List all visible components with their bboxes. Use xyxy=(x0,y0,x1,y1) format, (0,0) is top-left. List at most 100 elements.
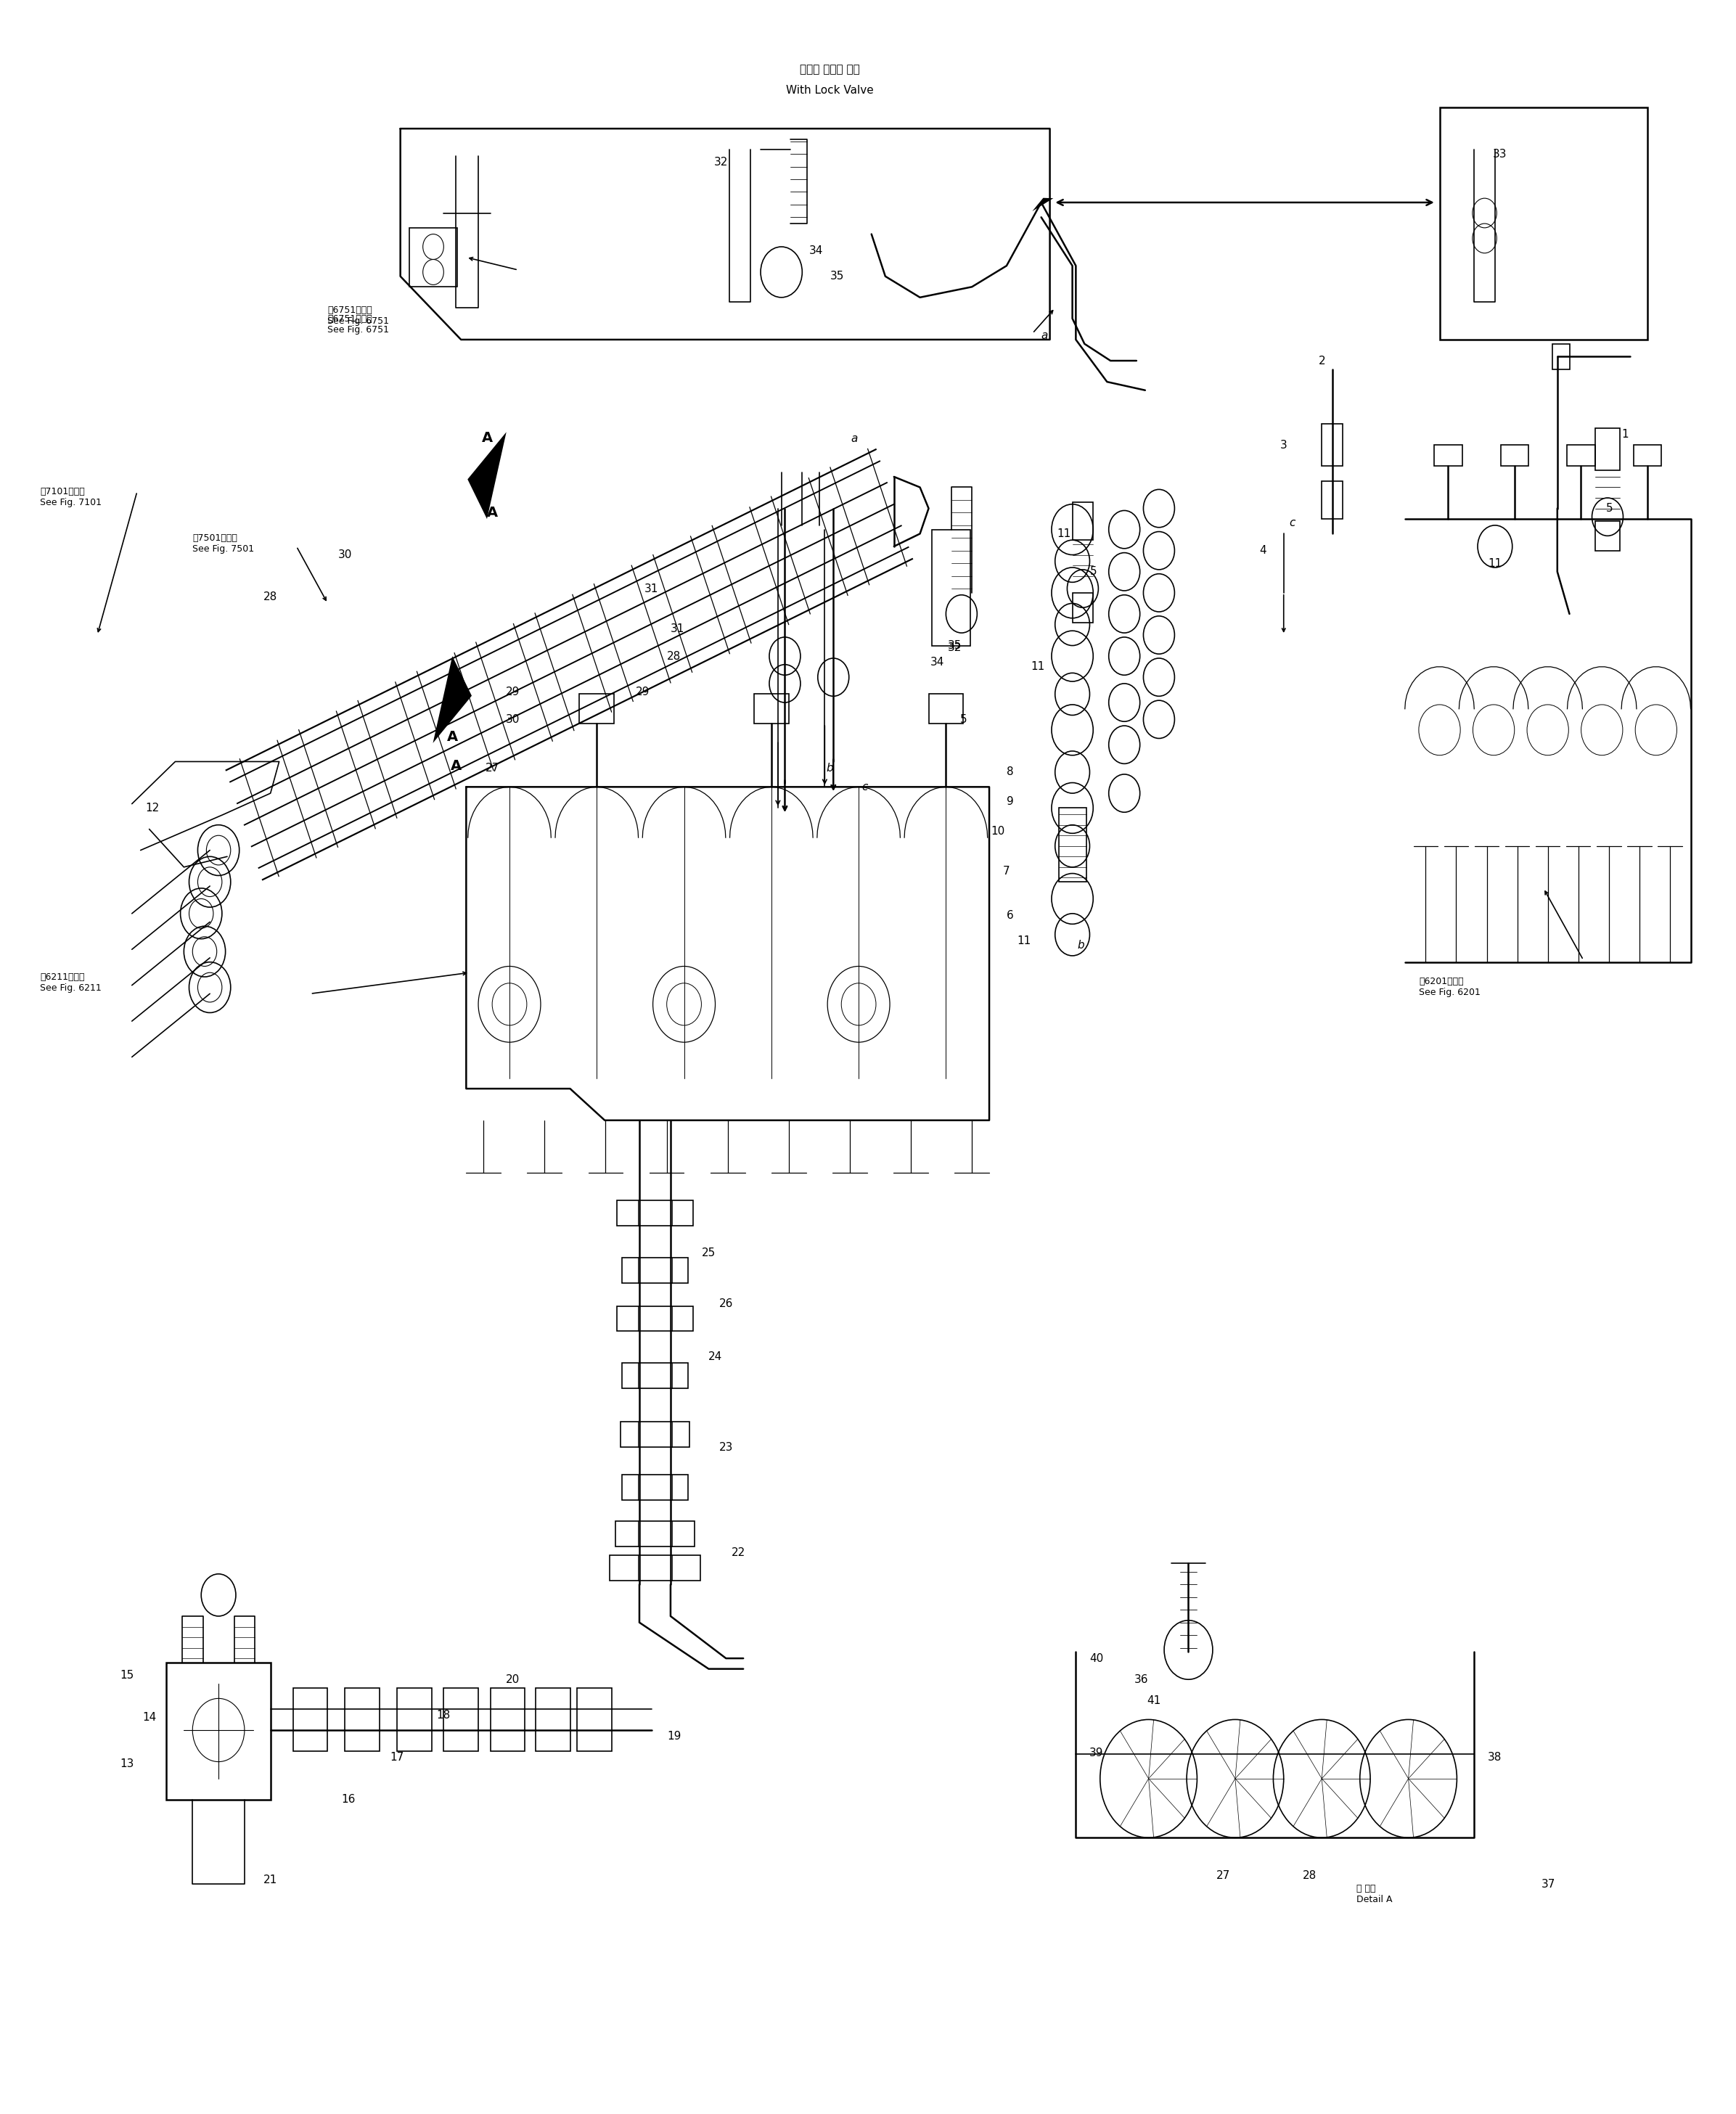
Text: 30: 30 xyxy=(505,715,521,725)
Text: 10: 10 xyxy=(991,827,1005,837)
Text: 28: 28 xyxy=(667,651,681,662)
Text: 28: 28 xyxy=(264,592,278,602)
Text: 34: 34 xyxy=(930,657,944,668)
Text: A: A xyxy=(486,505,498,520)
Bar xyxy=(576,1687,611,1750)
Bar xyxy=(1595,429,1620,471)
Bar xyxy=(621,1364,687,1389)
Text: 14: 14 xyxy=(142,1712,156,1723)
Bar xyxy=(1634,446,1661,467)
Text: 31: 31 xyxy=(670,624,684,634)
Bar xyxy=(616,1201,693,1226)
Text: 第7101図参照
See Fig. 7101: 第7101図参照 See Fig. 7101 xyxy=(40,488,102,507)
Text: 41: 41 xyxy=(1147,1695,1161,1706)
Text: With Lock Valve: With Lock Valve xyxy=(786,85,873,95)
Text: 35: 35 xyxy=(948,641,962,651)
Text: c: c xyxy=(1290,518,1295,528)
Text: 17: 17 xyxy=(391,1753,404,1763)
Text: 20: 20 xyxy=(505,1674,519,1685)
Text: 第6211図参照
See Fig. 6211: 第6211図参照 See Fig. 6211 xyxy=(40,972,102,994)
Text: Ａ 詳細
Detail A: Ａ 詳細 Detail A xyxy=(1356,1884,1392,1905)
Text: 5: 5 xyxy=(960,715,967,725)
Text: 12: 12 xyxy=(146,803,160,814)
Bar xyxy=(1073,592,1094,622)
Polygon shape xyxy=(467,431,507,518)
Text: 第6751図参照
See Fig. 6751: 第6751図参照 See Fig. 6751 xyxy=(328,307,389,326)
Text: 1: 1 xyxy=(1621,429,1628,440)
Text: 28: 28 xyxy=(1302,1871,1316,1881)
Text: 32: 32 xyxy=(713,156,727,167)
Bar xyxy=(1595,520,1620,550)
Bar xyxy=(293,1687,328,1750)
Text: 4: 4 xyxy=(1259,545,1266,556)
Text: 19: 19 xyxy=(667,1731,681,1742)
Text: 18: 18 xyxy=(437,1710,451,1721)
Text: 6: 6 xyxy=(1007,911,1014,922)
Bar xyxy=(616,1306,693,1332)
Text: 11: 11 xyxy=(1057,528,1071,539)
Text: A: A xyxy=(450,759,462,774)
Bar xyxy=(1321,425,1342,467)
Text: b: b xyxy=(1078,941,1085,951)
Bar xyxy=(609,1556,700,1581)
Text: 38: 38 xyxy=(1488,1753,1502,1763)
Bar xyxy=(1059,808,1087,882)
Text: 26: 26 xyxy=(719,1298,733,1309)
Bar xyxy=(398,1687,432,1750)
Text: 7: 7 xyxy=(1003,867,1010,877)
Text: 29: 29 xyxy=(505,687,521,698)
Bar xyxy=(535,1687,569,1750)
Text: 35: 35 xyxy=(830,271,844,281)
Bar xyxy=(1500,446,1528,467)
Polygon shape xyxy=(1033,199,1054,211)
Text: 27: 27 xyxy=(484,763,500,774)
Text: 15: 15 xyxy=(120,1670,134,1681)
Text: 23: 23 xyxy=(719,1442,733,1452)
Text: 11: 11 xyxy=(1017,937,1031,947)
Bar xyxy=(621,1476,687,1501)
Bar xyxy=(1434,446,1462,467)
Text: 30: 30 xyxy=(339,550,352,560)
Text: 22: 22 xyxy=(731,1547,745,1558)
Text: 34: 34 xyxy=(809,245,823,256)
Text: a: a xyxy=(1042,330,1049,340)
Bar xyxy=(621,1258,687,1283)
Text: 39: 39 xyxy=(1090,1748,1104,1759)
Bar xyxy=(580,693,615,723)
Text: b: b xyxy=(826,763,833,774)
Bar xyxy=(491,1687,524,1750)
Bar xyxy=(345,1687,380,1750)
Text: 37: 37 xyxy=(1542,1879,1555,1890)
Text: 13: 13 xyxy=(120,1759,134,1769)
Text: 36: 36 xyxy=(1135,1674,1149,1685)
Bar xyxy=(1439,108,1647,340)
Bar xyxy=(1073,503,1094,539)
Bar xyxy=(410,228,458,288)
Text: A: A xyxy=(446,729,458,744)
Text: 33: 33 xyxy=(1493,148,1507,159)
Text: 5: 5 xyxy=(1606,503,1613,514)
Text: 8: 8 xyxy=(1007,767,1014,778)
Text: A: A xyxy=(481,431,493,446)
Text: 27: 27 xyxy=(1217,1871,1231,1881)
Text: 2: 2 xyxy=(1318,355,1325,366)
Text: 40: 40 xyxy=(1090,1653,1104,1664)
Text: 第6201図参照
See Fig. 6201: 第6201図参照 See Fig. 6201 xyxy=(1418,977,1481,998)
Text: 9: 9 xyxy=(1007,797,1014,808)
Text: 29: 29 xyxy=(635,687,649,698)
Text: 21: 21 xyxy=(264,1875,278,1886)
Text: 24: 24 xyxy=(708,1351,722,1361)
Bar xyxy=(1568,446,1595,467)
Text: 11: 11 xyxy=(1031,662,1045,672)
Bar xyxy=(1321,482,1342,518)
Bar xyxy=(753,693,788,723)
Bar xyxy=(444,1687,479,1750)
Bar xyxy=(932,528,970,645)
Text: 25: 25 xyxy=(701,1247,715,1258)
Polygon shape xyxy=(432,655,472,742)
Bar xyxy=(615,1522,694,1547)
Text: 31: 31 xyxy=(644,583,658,594)
Text: 第7501図参照
See Fig. 7501: 第7501図参照 See Fig. 7501 xyxy=(193,533,253,554)
Text: 16: 16 xyxy=(342,1795,356,1805)
Bar xyxy=(167,1662,271,1799)
